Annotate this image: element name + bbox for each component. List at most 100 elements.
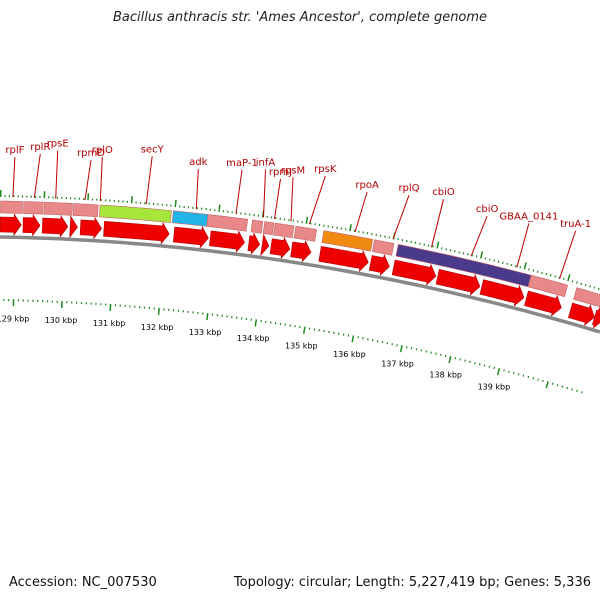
inner-minor-tick	[444, 354, 447, 358]
gene-arrow	[391, 259, 437, 286]
inner-major-tick	[254, 319, 258, 327]
gene-arrow	[247, 232, 261, 255]
feature-box	[72, 203, 99, 218]
feature-band	[0, 200, 600, 308]
outer-major-tick	[305, 216, 309, 224]
outer-minor-tick	[532, 269, 535, 272]
outer-minor-tick	[593, 286, 596, 289]
outer-major-tick	[523, 262, 527, 270]
feature-box	[206, 214, 249, 232]
outer-minor-tick	[506, 262, 508, 265]
inner-minor-tick	[493, 366, 496, 370]
gene-label-leader	[195, 169, 199, 210]
outer-minor-tick	[501, 261, 504, 264]
inner-minor-tick	[459, 358, 462, 361]
gene-arrow	[318, 246, 369, 273]
inner-minor-tick	[454, 357, 457, 360]
outer-major-tick	[567, 274, 571, 282]
gene-arrow	[269, 236, 291, 260]
kbp-label: 134 kbp	[237, 334, 270, 343]
kbp-label: 138 kbp	[429, 371, 462, 380]
gene-label-leader	[145, 156, 153, 205]
inner-minor-tick	[508, 370, 510, 373]
gene-arrow	[568, 302, 595, 327]
inner-major-tick	[206, 313, 209, 321]
inner-minor-tick	[420, 349, 423, 352]
inner-minor-tick	[430, 351, 432, 354]
feature-box	[23, 201, 44, 215]
gene-label-leader	[290, 177, 294, 222]
inner-minor-tick	[405, 346, 408, 349]
outer-minor-tick	[519, 266, 522, 269]
backbone-line	[0, 235, 600, 334]
gene-arrow	[260, 233, 270, 257]
gene-label: rplR	[30, 142, 50, 153]
inner-minor-tick	[488, 365, 491, 368]
outer-major-tick	[436, 241, 440, 249]
kbp-label: 136 kbp	[333, 350, 366, 359]
outer-minor-tick	[580, 282, 583, 285]
inner-minor-tick	[566, 386, 569, 390]
tick-band-outer	[0, 189, 600, 290]
gene-label: cbiO	[476, 204, 499, 215]
inner-minor-tick	[571, 388, 573, 391]
feature-box	[321, 230, 374, 252]
kbp-label: 133 kbp	[189, 328, 222, 337]
map-title: Bacillus anthracis str. 'Ames Ancestor',…	[112, 10, 488, 25]
inner-minor-tick	[435, 352, 437, 355]
gene-label-leader	[33, 153, 41, 198]
inner-major-tick	[448, 355, 452, 364]
outer-minor-tick	[536, 270, 539, 273]
gene-label: truA-1	[560, 219, 591, 230]
kbp-label: 137 kbp	[381, 360, 414, 369]
inner-minor-tick	[512, 371, 515, 375]
outer-major-tick	[130, 196, 133, 204]
gene-arrow	[41, 214, 69, 238]
feature-box	[573, 287, 600, 308]
outer-minor-tick	[497, 260, 500, 263]
gene-arrow	[592, 306, 600, 329]
inner-minor-tick	[469, 360, 471, 363]
gene-arrow	[524, 290, 562, 317]
inner-minor-tick	[503, 369, 505, 372]
accession-text: Accession: NC_007530	[9, 575, 157, 590]
gene-arrow	[0, 213, 22, 237]
feature-box	[371, 239, 395, 256]
gene-label: adk	[189, 157, 207, 168]
inner-minor-tick	[537, 378, 539, 381]
outer-minor-tick	[545, 272, 548, 276]
inner-major-tick	[302, 326, 306, 334]
kbp-label: 129 kbp	[0, 314, 29, 323]
feature-box	[0, 200, 23, 214]
inner-minor-tick	[556, 384, 559, 387]
tick-band-inner	[3, 299, 583, 394]
kbp-label: 130 kbp	[45, 316, 78, 325]
inner-minor-tick	[483, 364, 486, 367]
gene-band	[0, 213, 600, 329]
outer-minor-tick	[423, 243, 426, 246]
gene-label-leader	[354, 191, 368, 233]
gene-label: rpsK	[314, 164, 337, 175]
outer-minor-tick	[597, 287, 600, 290]
inner-minor-tick	[561, 385, 564, 388]
gene-arrow	[79, 216, 102, 240]
gene-label-leader	[516, 223, 530, 268]
kbp-label: 135 kbp	[285, 342, 318, 351]
kbp-label: 131 kbp	[93, 319, 126, 328]
gene-arrow	[103, 220, 170, 245]
gene-label: infA	[256, 157, 276, 168]
gene-arrow	[22, 213, 41, 237]
outer-minor-tick	[471, 254, 474, 257]
gene-arrow	[209, 230, 245, 253]
gene-arrow	[290, 239, 312, 263]
inner-major-tick	[109, 303, 112, 311]
outer-minor-tick	[549, 274, 552, 277]
gene-label: cbiO	[432, 187, 455, 198]
backbone	[0, 235, 600, 334]
feature-box	[527, 274, 569, 298]
inner-minor-tick	[532, 377, 535, 380]
gene-arrow	[479, 279, 525, 307]
gene-label-leader	[431, 199, 444, 248]
outer-minor-tick	[458, 251, 460, 254]
